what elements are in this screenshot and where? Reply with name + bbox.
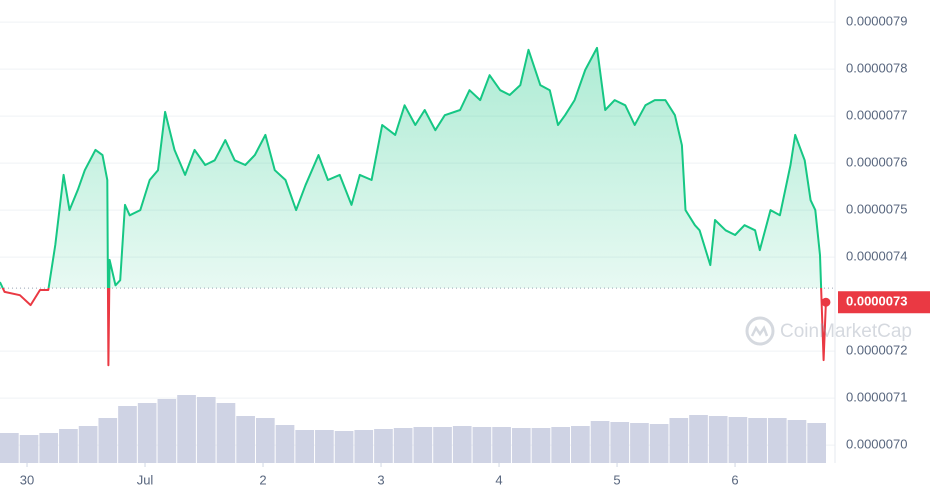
volume-bar bbox=[196, 397, 216, 463]
volume-bar bbox=[590, 421, 610, 463]
volume-bar bbox=[413, 427, 433, 463]
x-tick-label: 5 bbox=[613, 472, 620, 487]
area-fill bbox=[0, 47, 826, 289]
volume-bar bbox=[295, 430, 315, 463]
price-badge-label: 0.0000073 bbox=[846, 294, 907, 309]
volume-bar bbox=[669, 418, 689, 463]
y-tick-label: 0.0000076 bbox=[846, 155, 907, 170]
y-tick-label: 0.0000075 bbox=[846, 202, 907, 217]
volume-bar bbox=[78, 426, 98, 463]
volume-bar bbox=[452, 426, 472, 463]
volume-bar bbox=[236, 416, 255, 463]
volume-bar bbox=[98, 418, 118, 463]
volume-bar bbox=[334, 431, 354, 463]
volume-bar bbox=[610, 422, 630, 463]
volume-bar bbox=[689, 415, 708, 463]
last-point bbox=[821, 297, 831, 307]
volume-bar bbox=[767, 418, 787, 463]
volume-bar bbox=[393, 428, 413, 463]
volume-bar bbox=[551, 427, 571, 463]
volume-bar bbox=[354, 430, 374, 463]
volume-bar bbox=[137, 403, 157, 463]
x-tick-label: 30 bbox=[20, 472, 34, 487]
volume-bar bbox=[708, 416, 728, 463]
y-tick-label: 0.0000074 bbox=[846, 249, 907, 264]
x-tick-label: Jul bbox=[137, 472, 154, 487]
volume-bar bbox=[374, 429, 393, 463]
volume-bar bbox=[748, 418, 767, 463]
y-tick-label: 0.0000079 bbox=[846, 14, 907, 29]
volume-bar bbox=[472, 427, 492, 463]
price-badge bbox=[838, 291, 930, 314]
volume-bar bbox=[0, 433, 19, 463]
volume-bar bbox=[39, 433, 59, 463]
volume-bar bbox=[728, 417, 748, 463]
y-tick-label: 0.0000077 bbox=[846, 108, 907, 123]
volume-bar bbox=[630, 423, 649, 463]
y-tick-label: 0.0000078 bbox=[846, 61, 907, 76]
volume-bar bbox=[571, 426, 590, 463]
x-tick-label: 6 bbox=[731, 472, 738, 487]
x-tick-label: 4 bbox=[495, 472, 502, 487]
volume-bar bbox=[255, 418, 275, 463]
watermark: CoinMarketCap bbox=[745, 316, 912, 346]
volume-bar bbox=[157, 399, 177, 463]
watermark-text: CoinMarketCap bbox=[780, 321, 912, 342]
y-tick-label: 0.0000072 bbox=[846, 343, 907, 358]
volume-bar bbox=[492, 427, 511, 463]
x-tick-label: 3 bbox=[377, 472, 384, 487]
volume-bar bbox=[275, 425, 295, 463]
volume-bar bbox=[19, 435, 39, 463]
volume-bar bbox=[315, 430, 334, 463]
volume-bar bbox=[531, 428, 551, 463]
volume-bar bbox=[59, 429, 78, 463]
volume-bar bbox=[807, 423, 826, 463]
y-tick-label: 0.0000070 bbox=[846, 437, 907, 452]
price-line bbox=[0, 46, 827, 367]
volume-bar bbox=[787, 420, 807, 463]
volume-bar bbox=[511, 428, 531, 463]
volume-bar bbox=[433, 427, 452, 463]
volume-bar bbox=[649, 424, 669, 463]
volume-bar bbox=[118, 406, 137, 463]
y-tick-label: 0.0000071 bbox=[846, 390, 907, 405]
volume-bar bbox=[216, 403, 236, 463]
volume-bar bbox=[177, 395, 196, 463]
x-tick-label: 2 bbox=[259, 472, 266, 487]
